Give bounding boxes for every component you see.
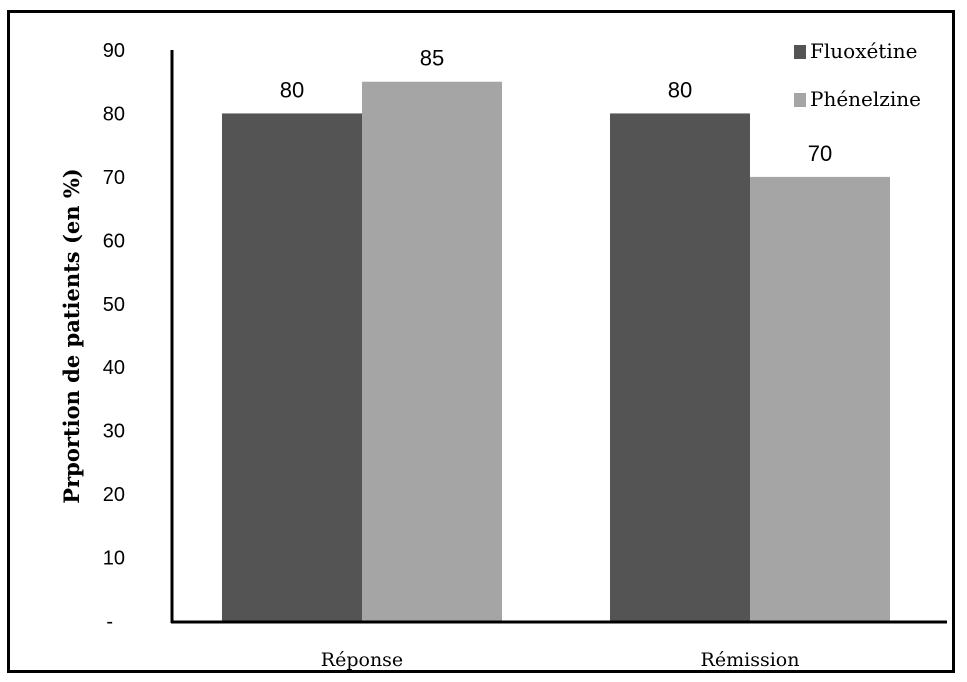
y-tick-label: 10 <box>103 548 125 570</box>
legend-swatch <box>794 45 806 59</box>
legend-label: Phénelzine <box>810 87 921 111</box>
y-tick-label: 20 <box>103 484 125 506</box>
data-label: 85 <box>420 46 444 71</box>
legend-label: Fluoxétine <box>810 39 917 63</box>
data-label: 70 <box>808 141 832 166</box>
data-label: 80 <box>668 77 692 102</box>
bars <box>222 81 890 621</box>
y-tick-label: 80 <box>103 103 125 125</box>
bar <box>610 113 750 621</box>
category-labels: Réponse Rémission <box>321 649 800 671</box>
y-tick-label: 40 <box>103 357 125 379</box>
y-tick-label: 90 <box>103 40 125 62</box>
y-axis-label: Prportion de patients (en %) <box>59 168 84 503</box>
legend-swatch <box>794 93 806 107</box>
y-tick-label: 50 <box>103 294 125 316</box>
category-label: Rémission <box>701 649 800 671</box>
data-label: 80 <box>280 77 304 102</box>
bar <box>362 81 502 621</box>
y-tick-labels: - 10 20 30 40 50 60 70 80 90 <box>103 40 125 633</box>
data-labels: 80 85 80 70 <box>280 46 832 166</box>
y-tick-label: 60 <box>103 230 125 252</box>
bar <box>750 176 890 621</box>
y-tick-label: 70 <box>103 167 125 189</box>
category-label: Réponse <box>321 649 403 671</box>
y-tick-label: - <box>106 611 113 633</box>
bar <box>222 113 362 621</box>
y-tick-label: 30 <box>103 421 125 443</box>
legend: Fluoxétine Phénelzine <box>794 39 921 111</box>
